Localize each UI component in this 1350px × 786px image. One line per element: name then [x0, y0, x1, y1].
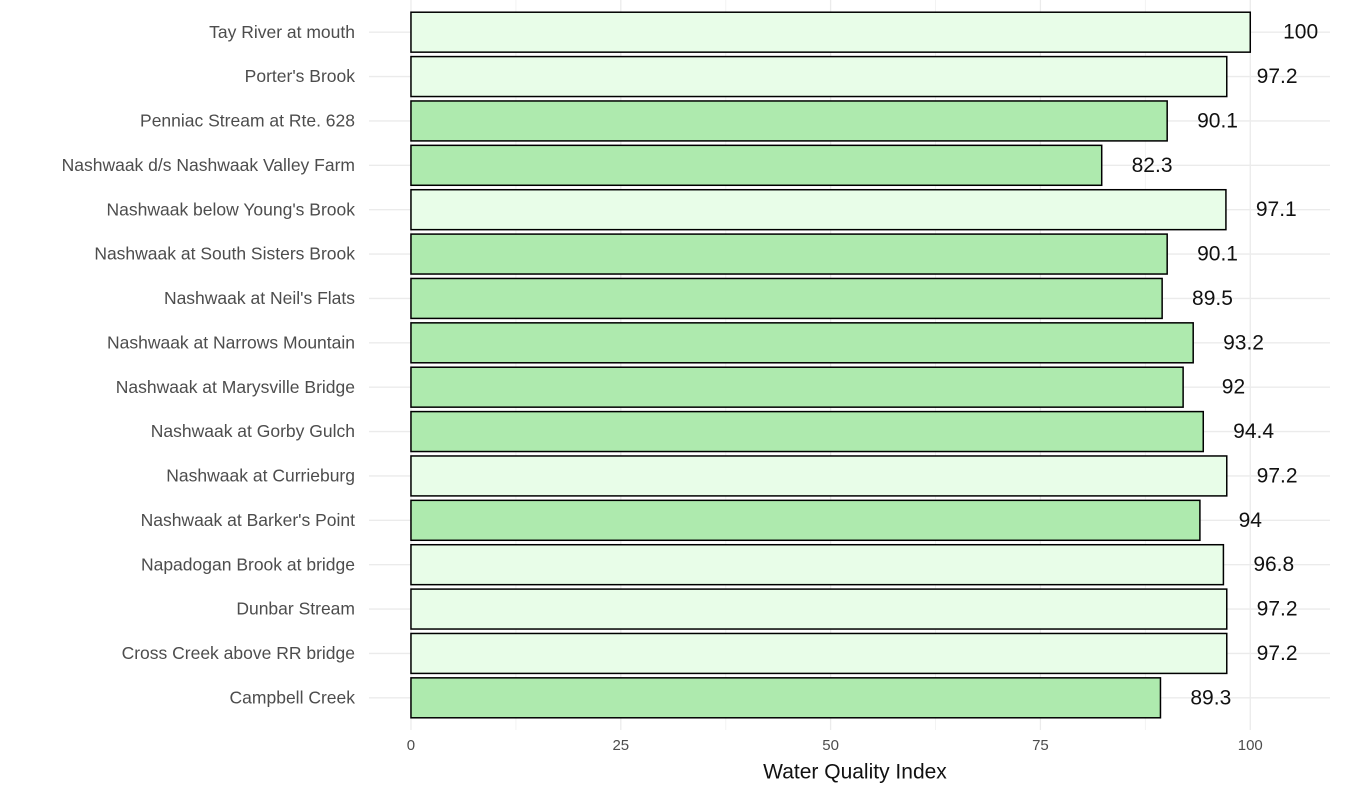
value-label: 96.8: [1253, 553, 1294, 576]
bar: [410, 632, 1228, 675]
y-tick-label: Campbell Creek: [230, 687, 356, 707]
x-tick-label: 100: [1238, 737, 1263, 754]
bar: [410, 100, 1168, 142]
x-tick-label: 0: [407, 737, 415, 754]
x-axis-title: Water Quality Index: [763, 761, 947, 784]
value-label: 89.5: [1192, 287, 1233, 310]
bar: [410, 366, 1184, 408]
bar: [410, 277, 1163, 320]
bar: [410, 588, 1228, 630]
bar: [410, 543, 1225, 586]
y-tick-label: Nashwaak at Marysville Bridge: [116, 377, 355, 397]
value-label: 90.1: [1197, 109, 1238, 132]
value-label: 82.3: [1132, 154, 1173, 177]
y-tick-label: Cross Creek above RR bridge: [122, 643, 355, 663]
value-label: 97.2: [1257, 464, 1298, 487]
bar: [410, 144, 1103, 187]
y-tick-label: Napadogan Brook at bridge: [141, 554, 355, 574]
value-label: 90.1: [1197, 243, 1238, 266]
y-tick-label: Nashwaak at Barker's Point: [141, 510, 356, 530]
value-label: 97.2: [1257, 642, 1298, 665]
bar: [410, 677, 1162, 719]
value-label: 89.3: [1190, 686, 1231, 709]
value-label: 94.4: [1233, 420, 1274, 443]
y-tick-label: Dunbar Stream: [236, 599, 355, 619]
bar: [410, 322, 1194, 364]
value-label: 97.2: [1257, 65, 1298, 88]
value-label: 92: [1222, 376, 1245, 399]
bar: [410, 455, 1228, 497]
y-tick-label: Nashwaak below Young's Brook: [106, 199, 355, 219]
y-tick-label: Porter's Brook: [245, 66, 356, 86]
y-tick-label: Nashwaak at Currieburg: [166, 466, 355, 486]
x-tick-label: 25: [612, 737, 629, 754]
value-label: 97.2: [1257, 598, 1298, 621]
x-tick-label: 75: [1032, 737, 1049, 754]
y-tick-label: Nashwaak at South Sisters Brook: [94, 244, 355, 264]
bar: [410, 410, 1205, 453]
bar: [410, 11, 1252, 53]
y-tick-label: Nashwaak at Narrows Mountain: [107, 332, 355, 352]
y-tick-label: Penniac Stream at Rte. 628: [140, 111, 355, 131]
y-tick-label: Nashwaak at Gorby Gulch: [151, 421, 355, 441]
bar: [410, 233, 1168, 275]
value-label: 94: [1239, 509, 1263, 532]
y-tick-label: Nashwaak d/s Nashwaak Valley Farm: [62, 155, 355, 175]
bar: [410, 188, 1227, 231]
value-label: 93.2: [1223, 331, 1264, 354]
value-label: 100: [1283, 21, 1318, 44]
x-tick-label: 50: [822, 737, 839, 754]
bar: [410, 55, 1228, 98]
y-tick-label: Nashwaak at Neil's Flats: [164, 288, 355, 308]
y-tick-label: Tay River at mouth: [209, 22, 355, 42]
bar: [410, 499, 1201, 542]
value-label: 97.1: [1256, 198, 1297, 221]
